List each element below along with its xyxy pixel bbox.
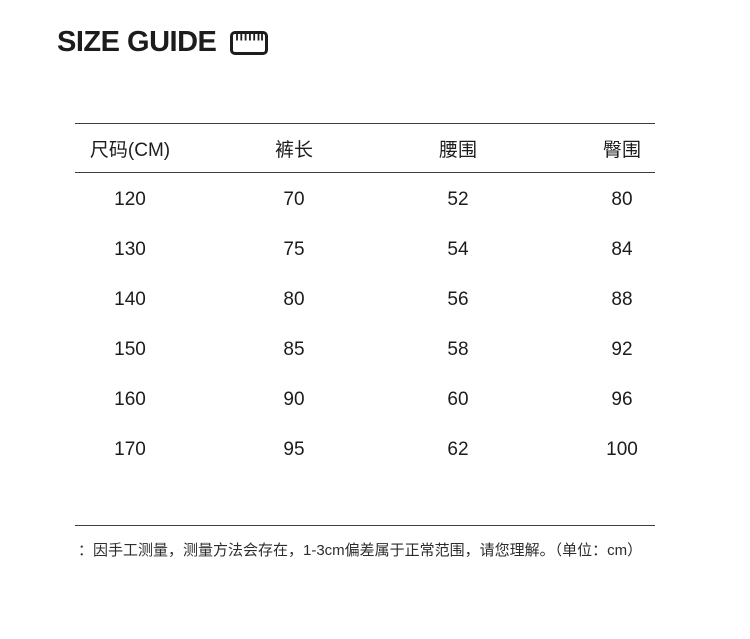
table-body: 120 70 52 80 130 75 54 84 140 80 56 88 1… [75,173,655,525]
table-header-row: 尺码(CM) 裤长 腰围 臀围 [75,124,655,173]
cell-pants-length: 90 [283,389,305,410]
table-row: 160 90 60 96 [75,375,655,425]
cell-waist: 52 [447,189,469,210]
size-table: 尺码(CM) 裤长 腰围 臀围 120 70 52 80 130 75 54 8… [75,123,655,526]
cell-pants-length: 70 [283,189,305,210]
column-header-waist: 腰围 [438,139,477,161]
table-row: 120 70 52 80 [75,175,655,225]
cell-size: 150 [114,339,146,360]
cell-pants-length: 95 [283,439,305,460]
column-header-hip: 臀围 [602,139,641,161]
cell-size: 140 [114,289,146,310]
cell-pants-length: 80 [283,289,305,310]
cell-hip: 100 [606,439,638,460]
cell-size: 170 [114,439,146,460]
cell-waist: 54 [447,239,469,260]
table-row: 170 95 62 100 [75,425,655,475]
cell-hip: 92 [611,339,633,360]
title-row: SIZE GUIDE [57,26,269,59]
cell-waist: 56 [447,289,469,310]
column-header-size: 尺码(CM) [89,139,171,161]
cell-waist: 58 [447,339,469,360]
cell-pants-length: 75 [283,239,305,260]
ruler-icon [230,30,269,55]
table-row: 140 80 56 88 [75,275,655,325]
cell-size: 120 [114,189,146,210]
cell-hip: 80 [611,189,633,210]
page-title: SIZE GUIDE [57,26,217,58]
column-header-pants-length: 裤长 [274,139,313,161]
cell-hip: 88 [611,289,633,310]
cell-hip: 84 [611,239,633,260]
cell-waist: 62 [447,439,469,460]
table-row: 150 85 58 92 [75,325,655,375]
measurement-note: ：因手工测量，测量方法会存在，1-3cm偏差属于正常范围，请您理解。（单位：cm… [78,542,643,559]
cell-size: 130 [114,239,146,260]
table-row: 130 75 54 84 [75,225,655,275]
cell-pants-length: 85 [283,339,305,360]
cell-waist: 60 [447,389,469,410]
cell-size: 160 [114,389,146,410]
cell-hip: 96 [611,389,633,410]
